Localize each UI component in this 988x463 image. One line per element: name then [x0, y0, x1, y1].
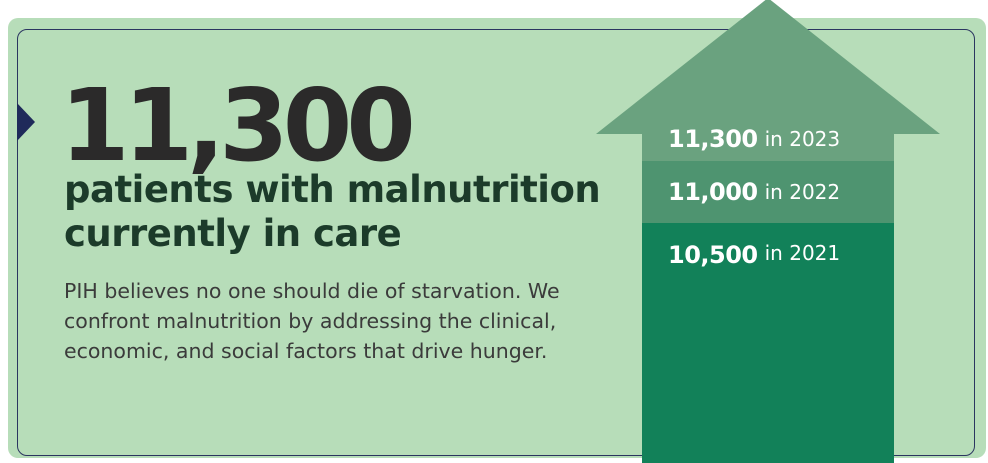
description-text: PIH believes no one should die of starva… — [64, 279, 560, 363]
arrow-band-2021: 10,500 in 2021 — [642, 223, 894, 463]
patient-count: 11,300 — [60, 67, 416, 184]
content-frame — [17, 29, 975, 456]
up-arrow-icon — [596, 0, 940, 134]
arrow-band-2022: 11,000 in 2022 — [642, 161, 894, 223]
year-label-2021: in 2021 — [764, 241, 841, 265]
year-label-2022: in 2022 — [764, 180, 841, 204]
value-2023: 11,300 — [668, 124, 758, 153]
headline-title: patients with malnutrition currently in … — [64, 168, 601, 255]
value-2022: 11,000 — [668, 178, 758, 206]
pointer-triangle-icon — [17, 103, 35, 141]
year-label-2023: in 2023 — [764, 126, 841, 151]
arrow-band-2023: 11,300 in 2023 — [642, 116, 894, 161]
value-2021: 10,500 — [668, 241, 758, 269]
